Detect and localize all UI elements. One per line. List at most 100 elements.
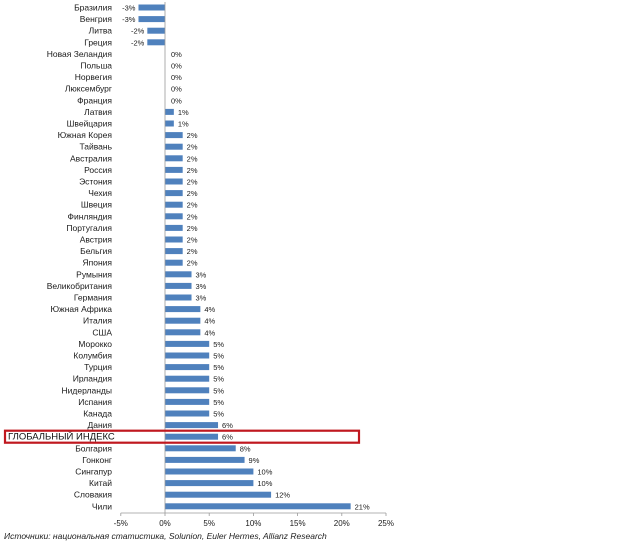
bar-31 [165,364,210,371]
category-label: Болгария [75,443,112,453]
bar-35 [165,410,210,417]
bar-28 [165,329,201,336]
category-label: Португалия [66,223,112,233]
value-label: 5% [213,410,224,419]
bar-12 [165,143,183,150]
bar-14 [165,166,183,173]
bars-layer [138,4,351,510]
category-label: Великобритания [47,281,113,291]
category-label: Австрия [80,235,113,245]
category-label: Эстония [79,177,112,187]
bar-29 [165,340,210,347]
value-label: 10% [257,468,272,477]
category-label: США [92,327,112,337]
value-label: 2% [187,143,198,152]
bar-11 [165,132,183,139]
category-label: Литва [89,26,113,36]
highlight-layer [3,429,361,444]
value-label: 2% [187,131,198,140]
value-labels-layer: -3% -3% -2% -2% 0% 0% 0% 0% 0% 1% 1% 2% 2% 2% 2% 2% 2% 2%… [122,4,370,512]
category-label: Швеция [81,200,113,210]
bar-37 [165,433,219,440]
value-label: 3% [196,294,207,303]
bar-41 [165,480,254,487]
value-label: -3% [122,4,136,13]
highlight-box [3,429,361,444]
bar-34 [165,398,210,405]
value-label: 2% [187,236,198,245]
category-label: Россия [84,165,112,175]
category-label: Австралия [70,153,112,163]
x-tick-label: 5% [203,519,215,528]
value-label: 21% [355,502,370,511]
value-label: -3% [122,15,136,24]
value-label: 4% [204,317,215,326]
bar-22 [165,259,183,266]
category-label: Румыния [76,269,112,279]
category-label: Китай [89,478,112,488]
value-label: 0% [171,96,182,105]
category-label: Южная Африка [50,304,112,314]
value-label: 2% [187,201,198,210]
bar-9 [165,108,174,115]
category-label: Люксембург [65,84,112,94]
category-label: Гонконг [82,455,112,465]
value-label: 5% [213,375,224,384]
category-label: Чехия [88,188,112,198]
category-label: Швейцария [67,119,113,129]
category-label: Италия [83,316,112,326]
bar-24 [165,282,192,289]
value-label: 0% [171,73,182,82]
value-label: 2% [187,212,198,221]
bar-32 [165,375,210,382]
bar-23 [165,271,192,278]
value-label: 4% [204,328,215,337]
category-label: Япония [82,258,112,268]
x-axis: -5% 0% 5% 10% 15% 20% 25% [114,2,394,528]
value-label: 9% [249,456,260,465]
bar-15 [165,178,183,185]
category-label: Ирландия [73,374,113,384]
x-tick-label: 25% [378,519,394,528]
value-label: 1% [178,120,189,129]
bar-25 [165,294,192,301]
category-label: Греция [84,37,112,47]
value-label: 2% [187,259,198,268]
bar-18 [165,213,183,220]
value-label: 4% [204,305,215,314]
category-label: Словакия [74,490,113,500]
value-label: 5% [213,398,224,407]
bar-20 [165,236,183,243]
value-label: 5% [213,386,224,395]
value-label: 5% [213,352,224,361]
category-label: Бельгия [80,246,112,256]
category-label: Тайвань [79,142,112,152]
category-label: Испания [78,397,112,407]
value-label: 8% [240,444,251,453]
bar-42 [165,491,272,498]
bar-2 [147,27,165,34]
value-label: 3% [196,282,207,291]
x-tick-label: -5% [114,519,128,528]
bar-0 [138,4,165,11]
value-label: 5% [213,340,224,349]
category-label: Латвия [84,107,112,117]
bar-1 [138,16,165,23]
value-label: 0% [171,50,182,59]
category-label: Дания [87,420,112,430]
value-label: 2% [187,166,198,175]
value-label: 12% [275,491,290,500]
x-tick-label: 0% [159,519,171,528]
category-label: Польша [80,61,112,71]
value-label: 2% [187,178,198,187]
value-label: 0% [171,85,182,94]
category-label: Германия [74,293,113,303]
value-label: 1% [178,108,189,117]
bar-26 [165,306,201,313]
bar-38 [165,445,236,452]
highlighted-category-label: ГЛОБАЛЬНЫЙ ИНДЕКС [8,431,115,443]
value-label: 5% [213,363,224,372]
bar-17 [165,201,183,208]
x-tick-label: 15% [290,519,306,528]
